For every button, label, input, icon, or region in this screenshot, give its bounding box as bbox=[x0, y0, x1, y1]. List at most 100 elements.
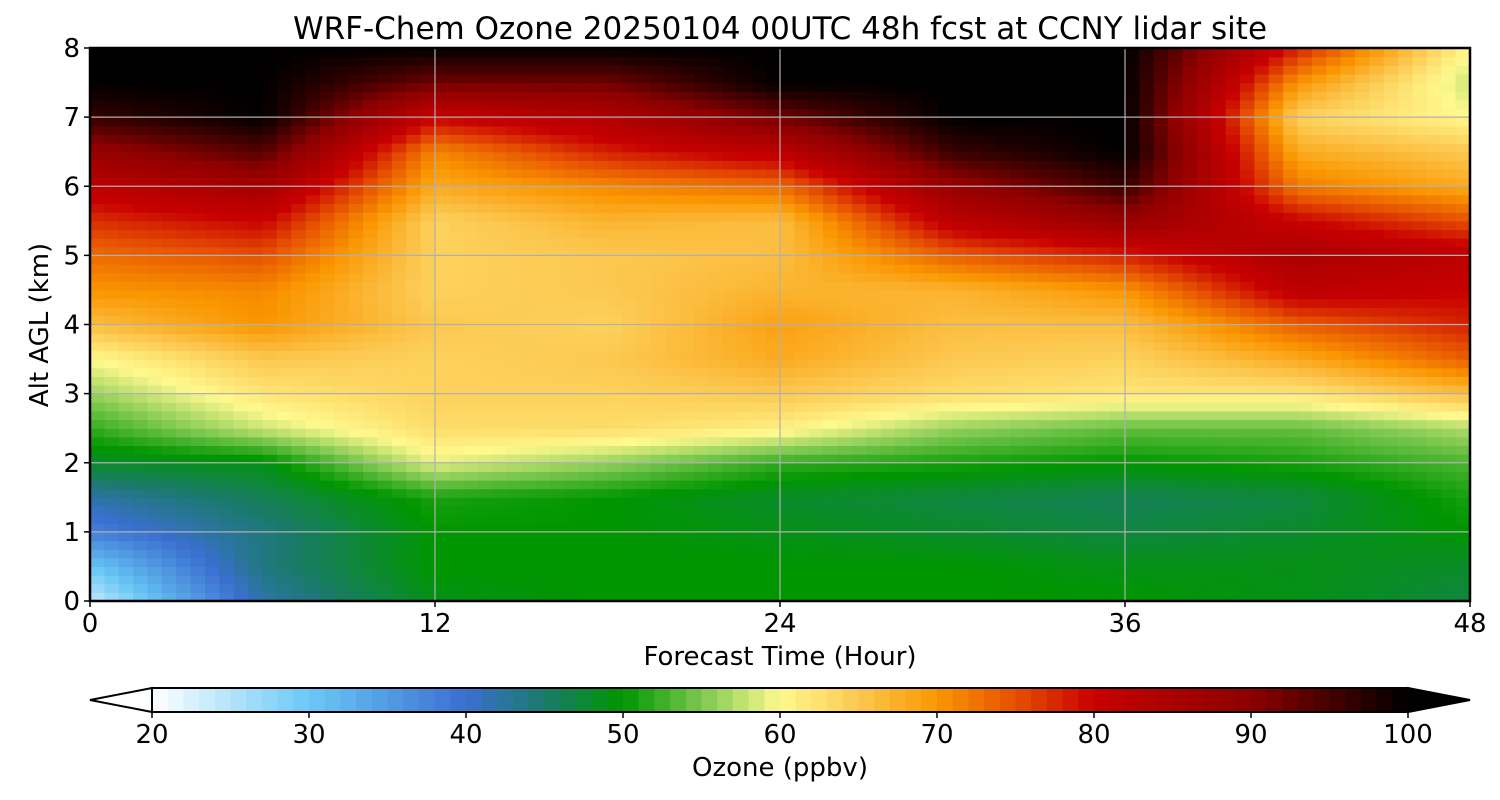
heatmap-cell bbox=[233, 203, 249, 213]
heatmap-cell bbox=[1139, 229, 1155, 239]
heatmap-cell bbox=[1196, 194, 1212, 205]
heatmap-cell bbox=[665, 315, 680, 326]
heatmap-cell bbox=[851, 151, 867, 161]
heatmap-cell bbox=[1038, 566, 1054, 576]
heatmap-cell bbox=[794, 168, 810, 179]
heatmap-cell bbox=[578, 117, 594, 127]
heatmap-cell bbox=[291, 549, 307, 559]
heatmap-cell bbox=[1053, 419, 1069, 429]
heatmap-cell bbox=[780, 246, 795, 256]
heatmap-cell bbox=[1096, 367, 1112, 377]
heatmap-cell bbox=[636, 436, 652, 447]
heatmap-cell bbox=[147, 376, 163, 386]
heatmap-cell bbox=[1182, 281, 1198, 291]
heatmap-cell bbox=[506, 359, 522, 369]
heatmap-cell bbox=[506, 307, 522, 317]
heatmap-cell bbox=[205, 82, 220, 92]
heatmap-cell bbox=[1096, 65, 1112, 75]
heatmap-cell bbox=[708, 48, 724, 58]
heatmap-cell bbox=[205, 410, 220, 421]
heatmap-cell bbox=[621, 125, 637, 136]
heatmap-cell bbox=[1067, 531, 1083, 542]
heatmap-cell bbox=[952, 575, 968, 585]
heatmap-cell bbox=[291, 238, 307, 248]
heatmap-cell bbox=[377, 99, 393, 110]
heatmap-cell bbox=[1010, 168, 1025, 179]
heatmap-cell bbox=[334, 583, 350, 593]
heatmap-cell bbox=[205, 99, 220, 110]
heatmap-cell bbox=[837, 220, 853, 231]
heatmap-cell bbox=[262, 117, 278, 127]
heatmap-cell bbox=[449, 315, 465, 326]
heatmap-cell bbox=[1196, 56, 1212, 66]
heatmap-cell bbox=[104, 220, 120, 231]
heatmap-cell bbox=[521, 56, 537, 66]
heatmap-cell bbox=[722, 454, 738, 464]
heatmap-cell bbox=[1168, 203, 1184, 213]
heatmap-cell bbox=[377, 454, 393, 464]
heatmap-cell bbox=[1153, 56, 1169, 66]
heatmap-cell bbox=[104, 505, 120, 516]
heatmap-cell bbox=[492, 99, 508, 110]
heatmap-cell bbox=[1067, 436, 1083, 447]
heatmap-cell bbox=[435, 315, 450, 326]
heatmap-cell bbox=[621, 384, 637, 395]
heatmap-cell bbox=[708, 186, 724, 196]
heatmap-cell bbox=[1139, 445, 1155, 455]
heatmap-cell bbox=[1168, 168, 1184, 179]
heatmap-cell bbox=[550, 186, 565, 196]
heatmap-cell bbox=[133, 480, 149, 490]
heatmap-cell bbox=[334, 505, 350, 516]
heatmap-cell bbox=[895, 350, 910, 360]
heatmap-cell bbox=[995, 73, 1011, 84]
heatmap-cell bbox=[851, 575, 867, 585]
heatmap-cell bbox=[478, 315, 494, 326]
heatmap-cell bbox=[219, 480, 235, 490]
heatmap-cell bbox=[305, 402, 321, 412]
heatmap-cell bbox=[478, 229, 494, 239]
heatmap-cell bbox=[1081, 220, 1097, 231]
heatmap-cell bbox=[276, 393, 292, 403]
heatmap-cell bbox=[205, 471, 220, 481]
heatmap-cell bbox=[363, 203, 379, 213]
heatmap-cell bbox=[966, 367, 982, 377]
heatmap-cell bbox=[808, 56, 824, 66]
heatmap-cell bbox=[305, 186, 321, 196]
heatmap-cell bbox=[693, 488, 709, 498]
heatmap-cell bbox=[1153, 445, 1169, 455]
heatmap-cell bbox=[780, 488, 795, 498]
heatmap-cell bbox=[736, 359, 752, 369]
heatmap-cell bbox=[952, 298, 968, 308]
heatmap-cell bbox=[233, 488, 249, 498]
heatmap-cell bbox=[147, 151, 163, 161]
heatmap-cell bbox=[665, 384, 680, 395]
heatmap-cell bbox=[550, 566, 565, 576]
heatmap-cell bbox=[190, 376, 206, 386]
heatmap-cell bbox=[578, 436, 594, 447]
heatmap-cell bbox=[492, 575, 508, 585]
heatmap-cell bbox=[665, 143, 680, 153]
heatmap-cell bbox=[780, 134, 795, 144]
heatmap-cell bbox=[118, 514, 134, 524]
heatmap-cell bbox=[90, 307, 105, 317]
heatmap-cell bbox=[621, 333, 637, 343]
heatmap-cell bbox=[823, 143, 839, 153]
heatmap-cell bbox=[492, 514, 508, 524]
heatmap-cell bbox=[995, 298, 1011, 308]
heatmap-cell bbox=[966, 48, 982, 58]
heatmap-cell bbox=[966, 73, 982, 84]
heatmap-cell bbox=[966, 168, 982, 179]
heatmap-cell bbox=[104, 160, 120, 170]
heatmap-cell bbox=[909, 160, 925, 170]
heatmap-cell bbox=[1196, 341, 1212, 352]
heatmap-cell bbox=[621, 376, 637, 386]
heatmap-cell bbox=[823, 246, 839, 256]
heatmap-cell bbox=[621, 540, 637, 550]
heatmap-cell bbox=[808, 298, 824, 308]
heatmap-cell bbox=[564, 125, 580, 136]
heatmap-cell bbox=[190, 307, 206, 317]
heatmap-cell bbox=[909, 82, 925, 92]
heatmap-cell bbox=[823, 505, 839, 516]
heatmap-cell bbox=[420, 289, 436, 300]
heatmap-cell bbox=[262, 341, 278, 352]
